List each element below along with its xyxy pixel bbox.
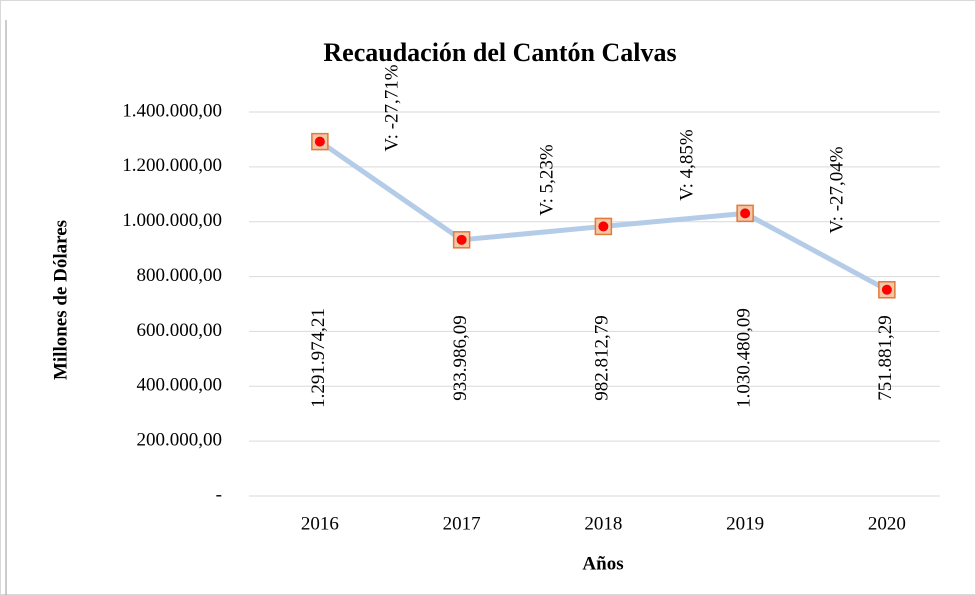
- annotation: V: 5,23%: [536, 144, 557, 216]
- annotation: V: 4,85%: [676, 129, 697, 201]
- value-label: 933.986,09: [450, 315, 471, 401]
- y-tick-label: 800.000,00: [137, 265, 223, 286]
- value-label: 751.881,29: [875, 315, 896, 401]
- y-tick-label: 600.000,00: [137, 320, 223, 341]
- x-tick-label: 2017: [443, 513, 481, 534]
- x-axis-label: Años: [582, 553, 623, 574]
- value-label: 1.291.974,21: [308, 308, 329, 408]
- marker-dot: [740, 208, 751, 219]
- y-tick-label: 1.200.000,00: [122, 155, 222, 176]
- value-label: 1.030.480,09: [733, 308, 754, 408]
- marker-dot: [314, 136, 325, 147]
- y-tick-label: 400.000,00: [137, 375, 223, 396]
- chart-title: Recaudación del Cantón Calvas: [323, 38, 676, 67]
- x-tick-label: 2020: [868, 513, 906, 534]
- x-tick-label: 2018: [584, 513, 622, 534]
- y-tick-label: 200.000,00: [137, 430, 223, 451]
- value-label: 982.812,79: [592, 315, 613, 401]
- marker-dot: [598, 221, 609, 232]
- y-tick-label: 1.400.000,00: [122, 100, 222, 121]
- annotation: V: -27,71%: [381, 64, 402, 151]
- x-tick-label: 2019: [726, 513, 764, 534]
- x-tick-label: 2016: [301, 513, 339, 534]
- y-tick-label: -: [216, 484, 222, 505]
- marker-dot: [881, 284, 892, 295]
- y-axis-label: Millones de Dólares: [50, 220, 71, 380]
- marker-dot: [456, 234, 467, 245]
- annotation: V: -27,04%: [826, 146, 847, 233]
- y-tick-label: 1.000.000,00: [122, 210, 222, 231]
